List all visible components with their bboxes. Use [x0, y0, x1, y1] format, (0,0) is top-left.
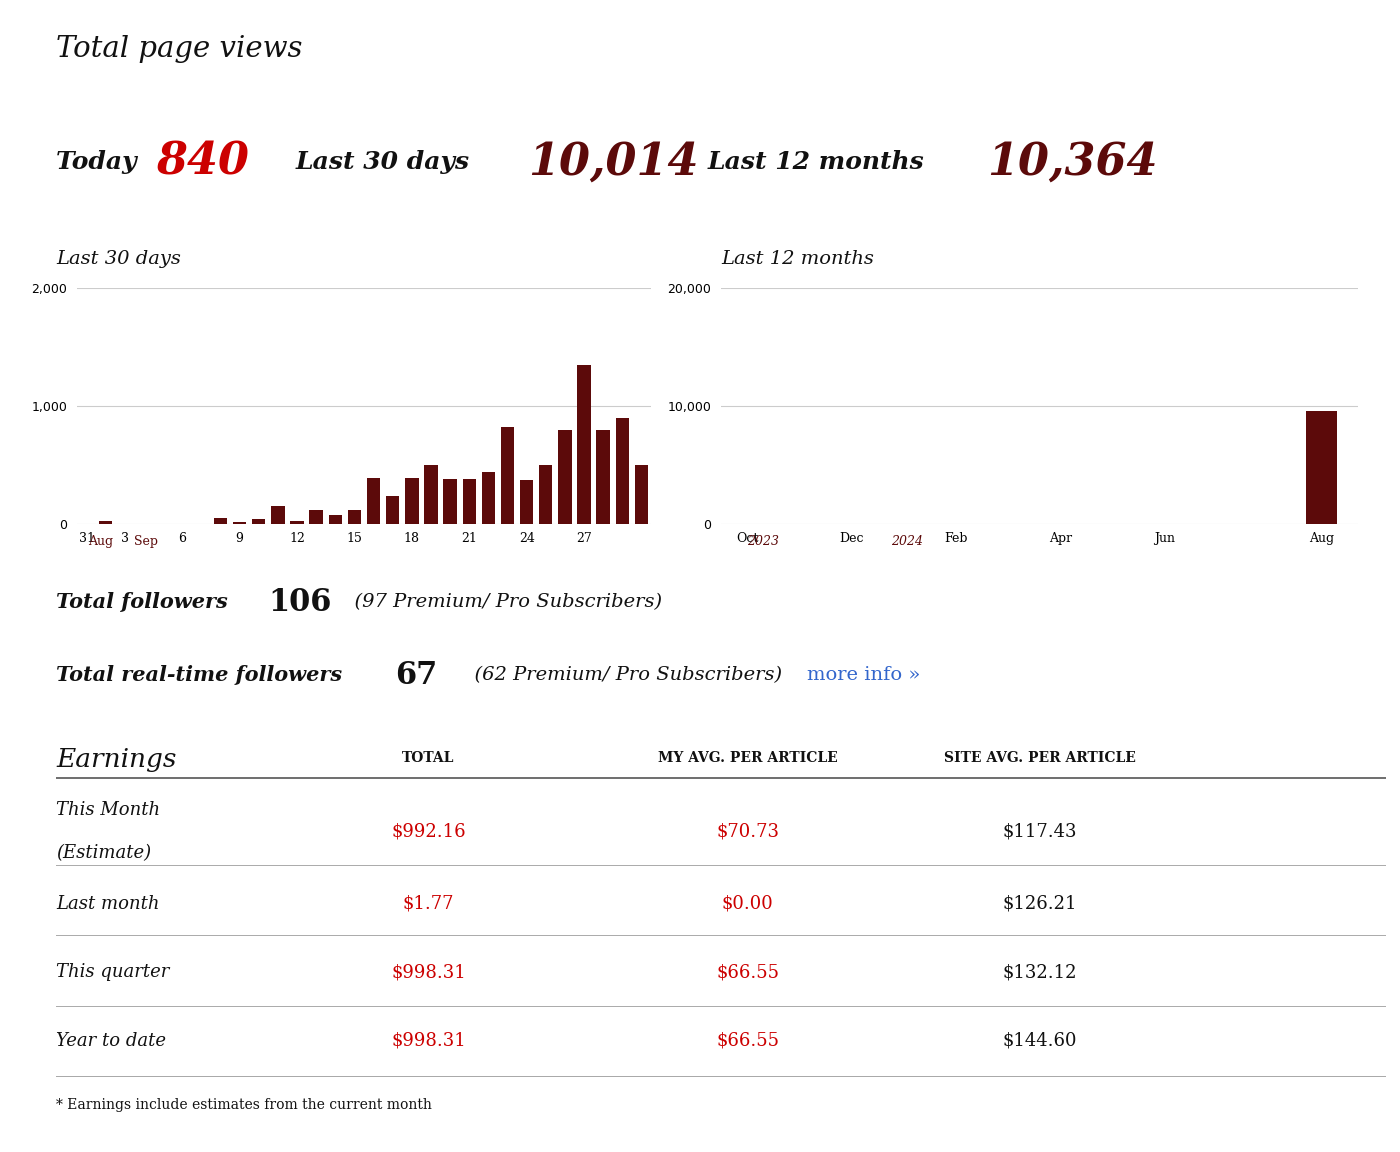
Bar — [616, 418, 629, 524]
Bar — [596, 430, 610, 524]
Bar — [99, 521, 112, 524]
Bar — [214, 518, 227, 524]
Bar — [424, 465, 438, 524]
Bar — [1306, 411, 1337, 524]
Bar — [577, 365, 591, 524]
Bar — [347, 510, 361, 524]
Text: 2024: 2024 — [892, 535, 923, 548]
Text: $992.16: $992.16 — [391, 823, 466, 840]
Text: 2023: 2023 — [748, 535, 778, 548]
Text: Total page views: Total page views — [56, 35, 302, 62]
Bar — [501, 427, 514, 524]
Bar — [405, 478, 419, 524]
Text: Total real-time followers: Total real-time followers — [56, 666, 357, 685]
Text: TOTAL: TOTAL — [402, 751, 455, 765]
Text: $0.00: $0.00 — [722, 895, 773, 912]
Text: $66.55: $66.55 — [717, 963, 778, 982]
Text: $126.21: $126.21 — [1002, 895, 1078, 912]
Text: Last 12 months: Last 12 months — [721, 250, 874, 268]
Bar — [290, 521, 304, 524]
Text: Total followers: Total followers — [56, 592, 242, 613]
Text: 10,364: 10,364 — [987, 141, 1158, 183]
Bar — [232, 522, 246, 524]
Text: $998.31: $998.31 — [391, 1032, 466, 1049]
Text: * Earnings include estimates from the current month: * Earnings include estimates from the cu… — [56, 1099, 431, 1113]
Text: This quarter: This quarter — [56, 963, 169, 982]
Text: $1.77: $1.77 — [403, 895, 454, 912]
Text: (97 Premium/ Pro Subscribers): (97 Premium/ Pro Subscribers) — [342, 593, 662, 612]
Bar — [444, 479, 456, 524]
Bar — [386, 495, 399, 524]
Text: 10,014: 10,014 — [528, 141, 699, 183]
Text: $998.31: $998.31 — [391, 963, 466, 982]
Text: Earnings: Earnings — [56, 748, 176, 772]
Text: $66.55: $66.55 — [717, 1032, 778, 1049]
Bar — [482, 472, 496, 524]
Text: $70.73: $70.73 — [717, 823, 778, 840]
Bar — [559, 430, 571, 524]
Text: Today: Today — [56, 150, 154, 174]
Text: Last 30 days: Last 30 days — [295, 150, 487, 174]
Text: Last 30 days: Last 30 days — [56, 250, 181, 268]
Text: MY AVG. PER ARTICLE: MY AVG. PER ARTICLE — [658, 751, 837, 765]
Bar — [329, 515, 342, 524]
Bar — [309, 510, 323, 524]
Bar — [519, 480, 533, 524]
Text: Last month: Last month — [56, 895, 160, 912]
Text: Aug: Aug — [88, 535, 113, 548]
Bar — [462, 479, 476, 524]
Text: 840: 840 — [155, 141, 249, 183]
Text: SITE AVG. PER ARTICLE: SITE AVG. PER ARTICLE — [944, 751, 1137, 765]
Text: $132.12: $132.12 — [1002, 963, 1078, 982]
Text: This Month: This Month — [56, 801, 160, 819]
Bar — [634, 465, 648, 524]
Text: 67: 67 — [395, 660, 437, 691]
Bar — [367, 478, 381, 524]
Text: Sep: Sep — [133, 535, 158, 548]
Text: (Estimate): (Estimate) — [56, 843, 151, 862]
Text: 106: 106 — [269, 588, 332, 617]
Text: (62 Premium/ Pro Subscribers): (62 Premium/ Pro Subscribers) — [462, 666, 794, 684]
Text: more info »: more info » — [808, 666, 921, 684]
Text: Last 12 months: Last 12 months — [707, 150, 942, 174]
Text: $144.60: $144.60 — [1002, 1032, 1078, 1049]
Text: Year to date: Year to date — [56, 1032, 167, 1049]
Bar — [252, 520, 266, 524]
Bar — [272, 507, 284, 524]
Bar — [539, 465, 553, 524]
Text: $117.43: $117.43 — [1002, 823, 1078, 840]
